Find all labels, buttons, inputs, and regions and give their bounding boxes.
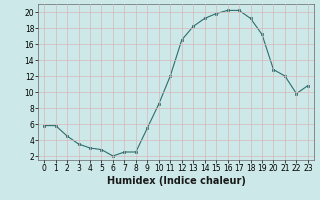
X-axis label: Humidex (Indice chaleur): Humidex (Indice chaleur) (107, 176, 245, 186)
